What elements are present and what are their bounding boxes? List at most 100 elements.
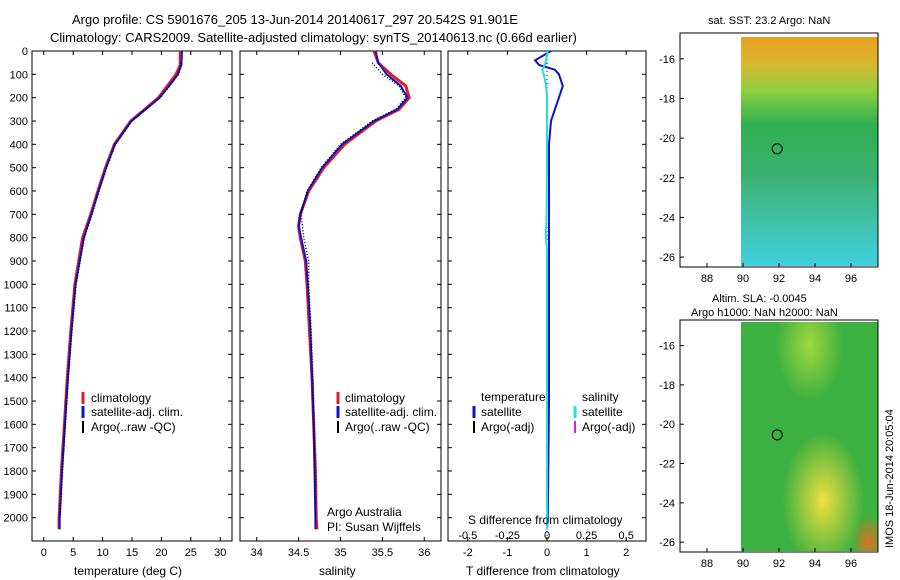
y-tick-label: 1300 (4, 349, 28, 361)
x-tick-label: 2 (623, 547, 629, 559)
legend-header-temperature: temperature (481, 390, 546, 404)
y-tick-label: 900 (10, 256, 28, 268)
series-salinity-satellite (541, 50, 549, 530)
x-tick-label: 10 (96, 547, 108, 559)
legend-climatology: climatology (345, 391, 405, 405)
sst-map-title: sat. SST: 23.2 Argo: NaN (708, 15, 830, 27)
x-tick-label: 1 (584, 547, 590, 559)
map-x-tick-label: 96 (845, 273, 857, 285)
x-tick-label: 34 (251, 547, 263, 559)
difference-xlabel: T difference from climatology (466, 564, 620, 578)
map-y-tick-label: -24 (659, 498, 675, 510)
y-tick-label: 0 (22, 46, 28, 58)
map-y-tick-label: -22 (659, 459, 675, 471)
x-tick-label: 35.5 (372, 547, 393, 559)
y-tick-label: 800 (10, 233, 28, 245)
x-tick-label: -2 (463, 547, 473, 559)
legend-satellite: satellite-adj. clim. (345, 405, 437, 419)
map-y-tick-label: -24 (659, 212, 675, 224)
annotation-argo-australia: Argo Australia (327, 505, 402, 519)
x-tick-label: 15 (126, 547, 138, 559)
title-line2: Climatology: CARS2009. Satellite-adjuste… (50, 30, 577, 45)
difference-legend: temperature salinity satellite Argo(-adj… (468, 390, 635, 527)
map-y-tick-label: -22 (659, 173, 675, 185)
legend-s-argo: Argo(-adj) (582, 420, 635, 434)
y-tick-label: 1800 (4, 466, 28, 478)
x-tick-label: 35 (334, 547, 346, 559)
map-x-tick-label: 88 (701, 558, 713, 570)
x-tick-label: 0 (544, 547, 550, 559)
map-y-tick-label: -16 (659, 54, 675, 66)
series-satellite (58, 50, 183, 530)
y-tick-label: 1500 (4, 396, 28, 408)
temperature-xlabel: temperature (deg C) (74, 564, 182, 578)
x-tick-label: 30 (214, 547, 226, 559)
y-tick-label: 1700 (4, 443, 28, 455)
argo-location-marker (771, 143, 783, 155)
y-tick-label: 1000 (4, 279, 28, 291)
sla-map-subtitle: Argo h1000: NaN h2000: NaN (691, 307, 838, 319)
sla-map-title: Altim. SLA: -0.0045 (712, 293, 807, 305)
legend-argo: Argo(..raw -QC) (91, 420, 176, 434)
map-y-tick-label: -20 (659, 419, 675, 431)
y-tick-label: 1400 (4, 373, 28, 385)
s-tick-label: 0.5 (619, 530, 634, 542)
map-x-tick-label: 88 (701, 273, 713, 285)
y-tick-label: 1200 (4, 326, 28, 338)
legend-t-argo: Argo(-adj) (481, 420, 534, 434)
salinity-xlabel: salinity (319, 564, 356, 578)
legend-header-salinity: salinity (582, 390, 619, 404)
map-y-tick-label: -26 (659, 537, 675, 549)
s-tick-label: -0.25 (495, 530, 520, 542)
annotation-pi: PI: Susan Wijffels (327, 520, 421, 534)
sla-map: Altim. SLA: -0.0045 Argo h1000: NaN h200… (659, 293, 879, 570)
y-tick-label: 700 (10, 209, 28, 221)
x-tick-label: 36 (418, 547, 430, 559)
map-x-tick-label: 90 (737, 558, 749, 570)
series-argo (59, 62, 182, 518)
legend-t-satellite: satellite (481, 405, 522, 419)
s-difference-label: S difference from climatology (468, 513, 623, 527)
series-argo (300, 62, 407, 518)
temperature-legend: climatology satellite-adj. clim. Argo(..… (81, 391, 183, 434)
map-x-tick-label: 92 (773, 558, 785, 570)
y-tick-label: 1100 (4, 303, 28, 315)
map-y-tick-label: -26 (659, 252, 675, 264)
y-tick-label: 2000 (4, 513, 28, 525)
map-y-tick-label: -16 (659, 341, 675, 353)
map-x-tick-label: 94 (809, 273, 821, 285)
map-x-tick-label: 94 (809, 558, 821, 570)
sst-map: sat. SST: 23.2 Argo: NaN 88 90 92 94 96 -16 -1… (659, 15, 879, 285)
map-y-tick-label: -18 (659, 380, 675, 392)
series-climatology (57, 51, 182, 530)
salinity-axes (239, 50, 442, 542)
x-tick-label: 34.5 (288, 547, 309, 559)
legend-climatology: climatology (91, 391, 151, 405)
y-tick-label: 1900 (4, 489, 28, 501)
map-x-tick-label: 92 (773, 273, 785, 285)
series-temperature-satellite (533, 50, 564, 530)
legend-satellite: satellite-adj. clim. (91, 405, 183, 419)
sst-field (741, 37, 878, 266)
s-tick-label: 0.25 (576, 530, 597, 542)
map-y-tick-label: -18 (659, 93, 675, 105)
map-y-tick-label: -20 (659, 133, 675, 145)
timestamp-stamp: IMOS 18-Jun-2014 20:05:04 (884, 409, 896, 548)
y-tick-label: 500 (10, 163, 28, 175)
map-x-tick-label: 96 (845, 558, 857, 570)
series-satellite (297, 50, 409, 530)
title-line1: Argo profile: CS 5901676_205 13-Jun-2014… (72, 12, 518, 27)
x-tick-label: 25 (185, 547, 197, 559)
y-tick-label: 200 (10, 93, 28, 105)
argo-location-marker (771, 429, 783, 441)
y-tick-label: 1600 (4, 419, 28, 431)
y-tick-label: 400 (10, 139, 28, 151)
x-tick-label: 20 (155, 547, 167, 559)
x-tick-label: 5 (70, 547, 76, 559)
legend-argo: Argo(..raw -QC) (345, 420, 430, 434)
x-tick-label: -1 (503, 547, 513, 559)
x-tick-label: 0 (41, 547, 47, 559)
map-x-tick-label: 90 (737, 273, 749, 285)
s-tick-label: -0.5 (458, 530, 477, 542)
